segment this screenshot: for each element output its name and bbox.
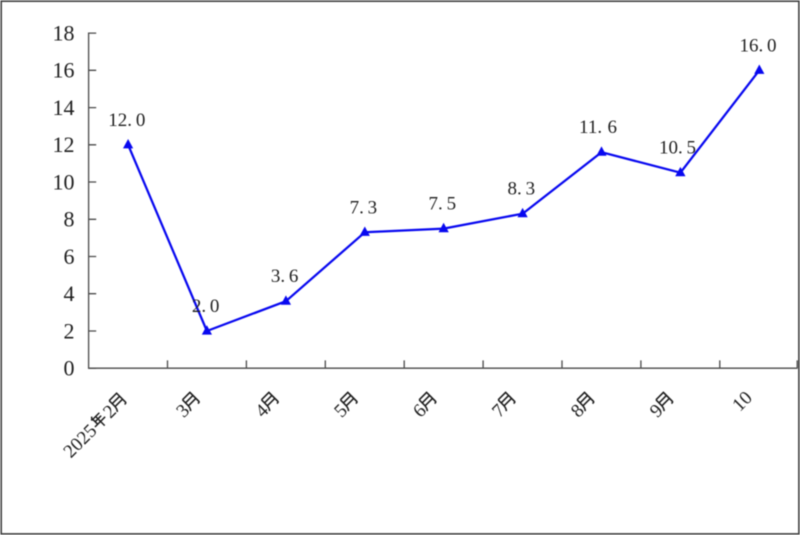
svg-text:11. 6: 11. 6 xyxy=(579,117,617,138)
svg-text:6: 6 xyxy=(64,244,75,269)
svg-text:14: 14 xyxy=(53,95,75,120)
svg-text:16. 0: 16. 0 xyxy=(739,35,776,56)
svg-text:10: 10 xyxy=(53,169,75,194)
svg-text:18: 18 xyxy=(53,21,75,46)
svg-text:3. 6: 3. 6 xyxy=(271,266,299,287)
svg-text:4: 4 xyxy=(64,281,75,306)
svg-text:2. 0: 2. 0 xyxy=(192,296,220,317)
svg-text:2: 2 xyxy=(64,318,75,343)
svg-text:12: 12 xyxy=(53,132,75,157)
svg-text:8. 3: 8. 3 xyxy=(508,179,536,200)
svg-text:0: 0 xyxy=(64,356,75,381)
svg-text:12. 0: 12. 0 xyxy=(108,110,145,131)
svg-text:10. 5: 10. 5 xyxy=(659,138,696,159)
svg-text:7. 3: 7. 3 xyxy=(350,197,378,218)
svg-text:7. 5: 7. 5 xyxy=(429,194,457,215)
svg-text:8: 8 xyxy=(64,207,75,232)
svg-text:16: 16 xyxy=(53,58,75,83)
